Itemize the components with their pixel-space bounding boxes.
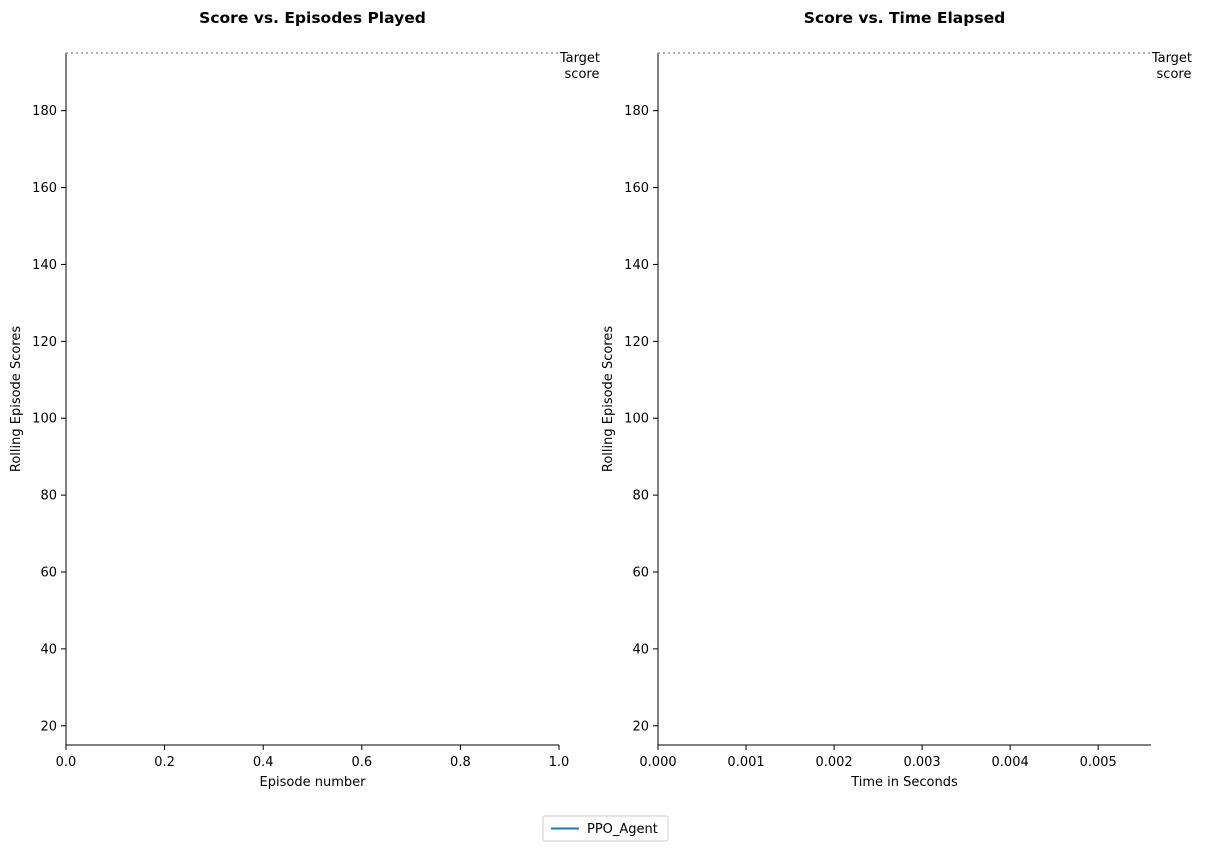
x-tick-label: 0.002 — [815, 755, 852, 770]
y-tick-label: 80 — [40, 489, 57, 504]
y-tick-label: 60 — [632, 566, 649, 581]
x-tick-label: 0.8 — [450, 755, 471, 770]
y-tick-label: 120 — [32, 335, 57, 350]
x-ticks: 0.0 0.2 0.4 0.6 0.8 1.0 — [56, 745, 570, 770]
x-tick-label: 0.001 — [727, 755, 764, 770]
x-tick-label: 1.0 — [549, 755, 570, 770]
y-tick-label: 140 — [32, 258, 57, 273]
y-tick-label: 140 — [624, 258, 649, 273]
target-label-line-2: score — [1157, 67, 1192, 82]
y-axis-label: Rolling Episode Scores — [9, 326, 24, 472]
x-ticks: 0.000 0.001 0.002 0.003 0.004 0.005 — [639, 745, 1117, 770]
y-tick-label: 180 — [624, 104, 649, 119]
y-tick-label: 20 — [40, 719, 57, 734]
panel-time: Score vs. Time Elapsed 20 40 60 80 100 120 140… — [601, 9, 1196, 790]
target-label-line-1: Target — [559, 51, 600, 66]
y-ticks: 20 40 60 80 100 120 140 160 180 — [624, 104, 658, 734]
target-score-label: Target score — [1151, 51, 1196, 82]
chart-title: Score vs. Episodes Played — [199, 9, 426, 27]
y-tick-label: 180 — [32, 104, 57, 119]
x-tick-label: 0.003 — [903, 755, 940, 770]
y-tick-label: 40 — [632, 642, 649, 657]
x-tick-label: 0.0 — [56, 755, 77, 770]
chart-title: Score vs. Time Elapsed — [804, 9, 1005, 27]
x-axis-label: Episode number — [260, 775, 367, 790]
y-ticks: 20 40 60 80 100 120 140 160 180 — [32, 104, 66, 734]
x-tick-label: 0.4 — [253, 755, 274, 770]
panel-episodes: Score vs. Episodes Played 20 40 60 80 100 120… — [9, 9, 604, 790]
target-label-line-2: score — [565, 67, 600, 82]
x-tick-label: 0.2 — [154, 755, 175, 770]
y-tick-label: 40 — [40, 642, 57, 657]
legend-frame — [542, 815, 669, 842]
y-axis-label: Rolling Episode Scores — [601, 326, 616, 472]
legend-label-ppo-agent: PPO_Agent — [587, 822, 658, 837]
x-tick-label: 0.004 — [992, 755, 1029, 770]
y-tick-label: 100 — [624, 412, 649, 427]
y-tick-label: 60 — [40, 566, 57, 581]
y-tick-label: 100 — [32, 412, 57, 427]
target-score-label: Target score — [559, 51, 604, 82]
y-tick-label: 80 — [632, 489, 649, 504]
y-tick-label: 160 — [32, 181, 57, 196]
target-label-line-1: Target — [1151, 51, 1192, 66]
x-axis-label: Time in Seconds — [850, 775, 958, 790]
y-tick-label: 160 — [624, 181, 649, 196]
y-tick-label: 120 — [624, 335, 649, 350]
y-tick-label: 20 — [632, 719, 649, 734]
x-tick-label: 0.005 — [1080, 755, 1117, 770]
x-tick-label: 0.6 — [351, 755, 372, 770]
x-tick-label: 0.000 — [639, 755, 676, 770]
legend: PPO_Agent — [542, 815, 669, 842]
